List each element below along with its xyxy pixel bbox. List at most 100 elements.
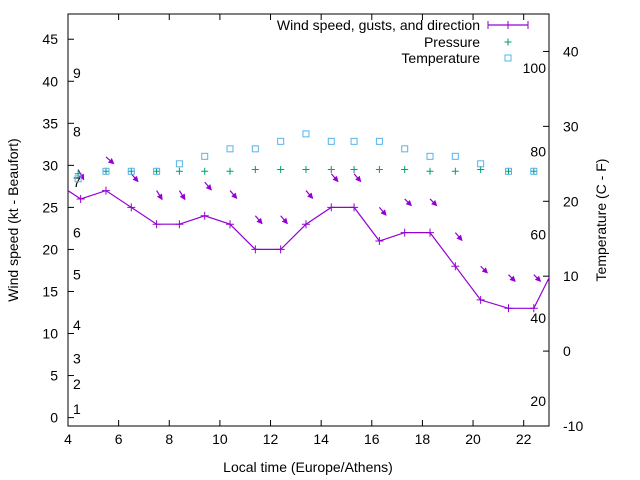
y-axis-label: Wind speed (kt - Beaufort) xyxy=(5,138,21,301)
wind-direction-arrow xyxy=(105,156,115,165)
wind-direction-arrow xyxy=(254,215,263,225)
temperature-point xyxy=(426,152,434,160)
y-tick-label: 0 xyxy=(50,410,58,426)
wind-speed-point xyxy=(301,220,310,229)
y-axis-ticks: 0 5 10 15 20 25 30 35 40 45 xyxy=(42,31,74,426)
y-tick-label: 35 xyxy=(42,115,58,131)
wind-speed-line xyxy=(68,189,549,309)
legend-sample-wind-marks xyxy=(487,21,529,29)
wind-speed-point xyxy=(426,228,435,237)
wind-direction-arrow xyxy=(229,190,238,200)
beaufort-label: 2 xyxy=(73,376,81,392)
y-tick-label: 25 xyxy=(42,199,58,215)
temperature-point xyxy=(477,160,485,168)
wind-direction-arrow xyxy=(305,190,314,200)
temperature-point xyxy=(127,167,135,175)
y2-tick-label: -10 xyxy=(563,418,583,434)
wind-speed-point xyxy=(451,262,460,271)
fahrenheit-label: 20 xyxy=(530,393,546,409)
pressure-point xyxy=(401,166,409,174)
pressure-point xyxy=(226,167,234,175)
x-tick-label: 14 xyxy=(313,431,329,447)
wind-direction-arrow xyxy=(204,181,212,191)
y-tick-label: 20 xyxy=(42,241,58,257)
x-tick-label: 10 xyxy=(212,431,228,447)
pressure-point xyxy=(451,167,459,175)
temperature-point xyxy=(530,167,538,175)
y2-axis-ticks: -10 0 10 20 30 40 xyxy=(543,43,583,434)
y-tick-label: 30 xyxy=(42,157,58,173)
temperature-point xyxy=(401,145,409,153)
pressure-point xyxy=(102,167,110,175)
temperature-point xyxy=(451,152,459,160)
beaufort-label: 6 xyxy=(73,225,81,241)
legend-sample-pressure xyxy=(504,38,512,46)
temperature-point xyxy=(504,167,512,175)
x-tick-label: 6 xyxy=(115,431,123,447)
y-tick-label: 40 xyxy=(42,73,58,89)
wind-direction-arrow xyxy=(77,169,85,181)
wind-direction-arrow xyxy=(330,173,339,183)
wind-speed-point xyxy=(101,186,110,195)
beaufort-label: 9 xyxy=(73,65,81,81)
temperature-point xyxy=(375,137,383,145)
wind-speed-point xyxy=(76,194,85,203)
wind-direction-arrow xyxy=(280,215,288,225)
x-tick-label: 20 xyxy=(465,431,481,447)
temperature-point xyxy=(277,137,285,145)
wind-speed-point xyxy=(51,178,59,186)
wind-speed-point xyxy=(476,295,485,304)
pressure-point xyxy=(277,166,285,174)
pressure-point xyxy=(350,166,358,174)
wind-direction-arrow xyxy=(404,198,413,207)
wind-speed-point xyxy=(200,211,209,220)
plot-frame xyxy=(67,13,550,427)
legend-sample-temperature xyxy=(504,54,512,62)
temperature-point xyxy=(302,130,310,138)
beaufort-label: 5 xyxy=(73,267,81,283)
wind-direction-arrow xyxy=(429,198,438,207)
wind-direction-arrow xyxy=(480,265,488,274)
wind-direction-arrow xyxy=(353,173,362,183)
fahrenheit-label: 80 xyxy=(530,143,546,159)
pressure-point xyxy=(153,167,161,175)
wind-speed-point xyxy=(251,245,260,254)
temperature-point xyxy=(327,137,335,145)
temperature-point xyxy=(350,137,358,145)
y-tick-label: 45 xyxy=(42,31,58,47)
x-tick-label: 8 xyxy=(165,431,173,447)
beaufort-label: 3 xyxy=(73,351,81,367)
x-tick-label: 18 xyxy=(415,431,431,447)
wind-direction-arrow xyxy=(378,206,387,216)
x-axis-label: Local time (Europe/Athens) xyxy=(223,459,393,475)
legend-label: Temperature xyxy=(401,50,480,66)
pressure-point xyxy=(302,166,310,174)
y-tick-label: 5 xyxy=(50,368,58,384)
wind-direction-arrow xyxy=(454,232,463,242)
chart-marks xyxy=(51,130,549,313)
pressure-point xyxy=(201,167,209,175)
temperature-point xyxy=(251,145,259,153)
x-tick-label: 16 xyxy=(364,431,380,447)
pressure-point xyxy=(327,166,335,174)
legend-label: Wind speed, gusts, and direction xyxy=(277,17,480,33)
wind-speed-point xyxy=(276,245,285,254)
legend: Wind speed, gusts, and directionPressure… xyxy=(277,17,529,66)
pressure-point xyxy=(375,166,383,174)
wind-direction-arrow xyxy=(178,190,186,201)
pressure-point xyxy=(504,167,512,175)
wind-speed-point xyxy=(327,203,336,212)
y2-tick-label: 10 xyxy=(563,268,579,284)
fahrenheit-label: 100 xyxy=(523,60,547,76)
wind-direction-arrow xyxy=(130,173,139,183)
pressure-point xyxy=(175,167,183,175)
y-tick-label: 15 xyxy=(42,283,58,299)
pressure-point xyxy=(251,166,259,174)
wind-speed-point xyxy=(175,220,184,229)
y2-tick-label: 0 xyxy=(563,343,571,359)
wind-speed-point xyxy=(226,220,235,229)
y2-axis-label: Temperature (C - F) xyxy=(593,159,609,282)
temperature-point xyxy=(153,167,161,175)
temperature-point xyxy=(175,160,183,168)
